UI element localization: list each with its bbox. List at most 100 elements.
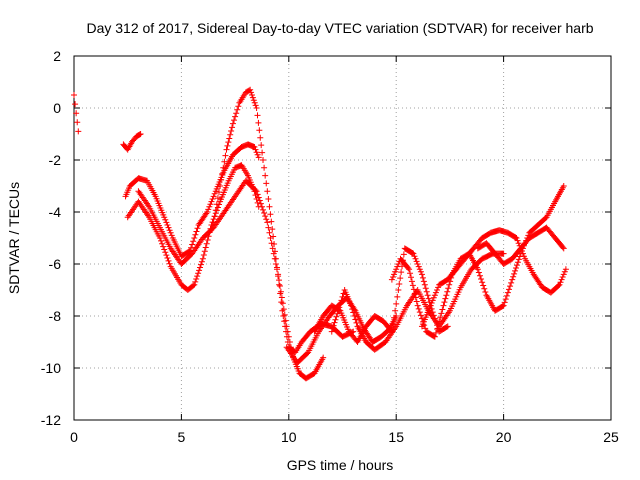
data-point-marker — [256, 197, 263, 204]
data-point-marker — [257, 134, 264, 141]
data-point-marker — [425, 295, 432, 302]
data-point-marker — [394, 293, 401, 300]
data-point-marker — [334, 310, 341, 317]
data-point-marker — [255, 154, 262, 161]
data-point-marker — [278, 294, 285, 301]
data-point-marker — [430, 333, 437, 340]
data-point-marker — [353, 319, 360, 326]
data-point-marker — [206, 203, 213, 210]
data-point-marker — [168, 232, 175, 239]
data-point-marker — [521, 253, 528, 260]
data-point-marker — [416, 309, 423, 316]
data-point-marker — [229, 124, 236, 131]
data-point-marker — [393, 300, 400, 307]
data-point-marker — [514, 237, 521, 244]
data-point-marker — [194, 273, 201, 280]
x-tick-label: 0 — [70, 429, 78, 445]
data-point-marker — [167, 229, 174, 236]
x-tick-label: 10 — [281, 429, 297, 445]
data-point-marker — [280, 313, 287, 319]
data-point-marker — [412, 294, 419, 301]
data-point-marker — [196, 267, 203, 274]
data-point-marker — [252, 102, 259, 109]
data-point-marker — [411, 253, 418, 260]
data-point-marker — [558, 276, 565, 283]
data-point-marker — [394, 263, 401, 270]
data-point-marker — [410, 286, 417, 293]
data-point-marker — [329, 325, 336, 332]
data-point-marker — [193, 228, 200, 235]
data-point-marker — [513, 262, 520, 269]
data-point-marker — [430, 294, 437, 301]
data-point-marker — [475, 269, 482, 276]
data-point-marker — [279, 307, 286, 314]
data-point-marker — [252, 146, 259, 153]
data-point-marker — [192, 231, 199, 238]
data-point-marker — [260, 206, 267, 213]
data-point-marker — [391, 271, 398, 278]
series-prn-h — [311, 245, 451, 345]
series-prn-f — [210, 86, 357, 356]
data-point-marker — [407, 274, 414, 281]
data-point-marker — [270, 233, 277, 240]
data-point-marker — [417, 268, 424, 275]
data-point-marker — [276, 281, 283, 288]
data-point-marker — [162, 249, 169, 256]
data-point-marker — [432, 289, 439, 296]
data-point-marker — [72, 101, 79, 108]
data-point-marker — [210, 219, 217, 226]
series-prn-c — [122, 141, 262, 260]
data-point-marker — [201, 248, 208, 255]
data-point-marker — [441, 299, 448, 306]
axis-ticks: 0 5 10 15 20 25 -12 -10 -8 -6 -4 -2 0 2 — [41, 48, 619, 445]
series-prn-a — [71, 92, 82, 135]
y-tick-label: -4 — [49, 204, 62, 220]
data-point-marker — [443, 324, 450, 331]
data-point-marker — [223, 146, 230, 153]
data-point-marker — [283, 328, 290, 335]
data-point-marker — [444, 323, 451, 330]
data-point-marker — [161, 246, 168, 253]
plot-frame — [73, 55, 612, 421]
data-point-marker — [267, 235, 274, 241]
data-point-marker — [248, 89, 255, 96]
data-point-marker — [234, 106, 241, 113]
data-point-marker — [415, 305, 422, 312]
data-point-marker — [284, 339, 291, 345]
data-point-marker — [416, 266, 423, 273]
data-point-marker — [137, 131, 144, 137]
data-point-marker — [504, 289, 511, 296]
data-point-marker — [166, 227, 173, 234]
data-point-marker — [213, 201, 220, 208]
data-point-marker — [560, 183, 567, 189]
data-point-marker — [559, 244, 566, 251]
data-point-marker — [263, 216, 270, 223]
data-point-marker — [278, 299, 285, 306]
series-prn-l — [474, 224, 567, 267]
y-tick-label: -6 — [49, 256, 62, 272]
data-point-marker — [428, 300, 435, 306]
data-point-marker — [268, 218, 275, 225]
data-point-marker — [214, 195, 221, 202]
data-point-marker — [396, 281, 403, 288]
data-point-marker — [559, 274, 566, 280]
data-point-marker — [257, 200, 264, 207]
data-point-marker — [163, 219, 170, 226]
data-point-marker — [267, 211, 274, 218]
data-point-marker — [414, 302, 421, 309]
data-point-marker — [395, 261, 402, 267]
data-point-marker — [349, 306, 356, 313]
data-markers — [71, 86, 569, 382]
data-point-marker — [73, 110, 80, 117]
data-point-marker — [510, 273, 517, 280]
data-point-marker — [519, 250, 526, 257]
data-point-marker — [197, 261, 204, 268]
data-point-marker — [208, 198, 215, 205]
data-point-marker — [249, 94, 256, 101]
data-point-marker — [215, 189, 222, 196]
data-point-marker — [438, 310, 445, 317]
data-point-marker — [500, 250, 507, 257]
data-point-marker — [211, 190, 218, 197]
data-point-marker — [439, 306, 446, 313]
data-point-marker — [232, 113, 239, 120]
